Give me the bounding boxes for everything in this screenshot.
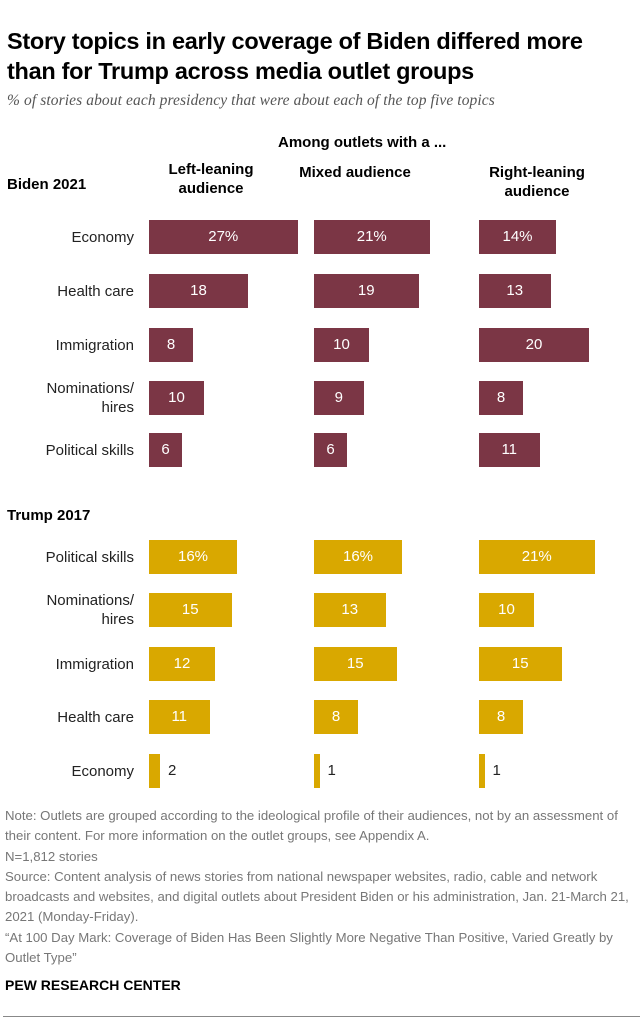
data-label: 11 (501, 441, 518, 458)
data-label: 15 (181, 601, 199, 618)
category-label: Nominations/hires (46, 380, 134, 416)
bar (479, 328, 589, 362)
data-label: 19 (357, 282, 375, 299)
bar (479, 220, 556, 254)
column-header-left: Left-leaning audience (168, 161, 254, 197)
bar (149, 433, 182, 467)
data-label: 2 (168, 762, 177, 779)
data-label: 12 (173, 655, 191, 672)
source-text: Source: Content analysis of news stories… (5, 868, 629, 925)
bar (149, 220, 298, 254)
category-label: Health care (57, 709, 134, 726)
report-title: “At 100 Day Mark: Coverage of Biden Has … (5, 929, 613, 966)
note-text: Note: Outlets are grouped according to t… (5, 808, 618, 844)
data-label: 14% (502, 228, 533, 245)
category-label: Political skills (45, 442, 134, 459)
bar (149, 647, 215, 681)
category-label: Economy (71, 763, 134, 780)
data-label: 1 (492, 762, 501, 779)
data-label: 6 (161, 441, 170, 458)
bottom-divider (3, 1016, 640, 1017)
bar (314, 647, 397, 681)
bar (479, 381, 523, 415)
data-label: 8 (496, 389, 506, 406)
bar (314, 220, 430, 254)
data-label: 8 (166, 336, 176, 353)
bar (314, 540, 402, 574)
data-label: 10 (168, 389, 185, 406)
bar (479, 593, 534, 627)
category-label: Nominations/hires (46, 592, 134, 628)
data-label: 11 (171, 708, 188, 725)
data-label: 16% (342, 548, 374, 565)
data-label: 21% (521, 548, 552, 565)
bar (479, 647, 562, 681)
data-label: 8 (496, 708, 506, 725)
data-label: 16% (177, 548, 209, 565)
bar (479, 754, 485, 788)
notes: Note: Outlets are grouped according to t… (5, 806, 635, 968)
bar (314, 381, 364, 415)
data-label: 10 (333, 336, 350, 353)
data-label: 21% (356, 228, 387, 245)
data-label: 8 (331, 708, 341, 725)
bar (314, 593, 386, 627)
bar (314, 754, 320, 788)
bar (149, 381, 204, 415)
bar (149, 274, 248, 308)
bar (314, 700, 358, 734)
panel-label: Biden 2021 (7, 176, 87, 193)
bar (149, 593, 232, 627)
category-label: Immigration (55, 656, 134, 673)
bar (479, 540, 595, 574)
chart-subtitle: % of stories about each presidency that … (7, 92, 495, 109)
bar (314, 328, 369, 362)
column-header-mixed: Mixed audience (299, 164, 411, 181)
bar (149, 328, 193, 362)
column-header-right: Right-leaning audience (489, 164, 585, 200)
bar (149, 540, 237, 574)
data-label: 13 (506, 282, 524, 299)
data-label: 9 (334, 389, 343, 406)
data-label: 10 (498, 601, 515, 618)
sample-size: N=1,812 stories (5, 848, 98, 864)
data-label: 13 (341, 601, 359, 618)
panel-label: Trump 2017 (7, 507, 91, 524)
category-label: Economy (71, 229, 134, 246)
bar (479, 433, 540, 467)
category-label: Political skills (45, 549, 134, 566)
category-label: Immigration (55, 337, 134, 354)
data-label: 27% (208, 228, 239, 245)
bar (149, 700, 210, 734)
data-label: 1 (327, 762, 336, 779)
brand-logo-text: PEW RESEARCH CENTER (5, 977, 181, 993)
bar (149, 754, 160, 788)
chart-title: Story topics in early coverage of Biden … (7, 28, 583, 84)
data-label: 18 (190, 282, 207, 299)
group-header: Among outlets with a ... (278, 134, 447, 151)
data-label: 20 (525, 336, 543, 353)
category-label: Health care (57, 283, 134, 300)
bar (479, 700, 523, 734)
data-label: 15 (511, 655, 529, 672)
bar (479, 274, 551, 308)
data-label: 6 (326, 441, 335, 458)
bar (314, 274, 419, 308)
data-label: 15 (346, 655, 364, 672)
bar (314, 433, 347, 467)
